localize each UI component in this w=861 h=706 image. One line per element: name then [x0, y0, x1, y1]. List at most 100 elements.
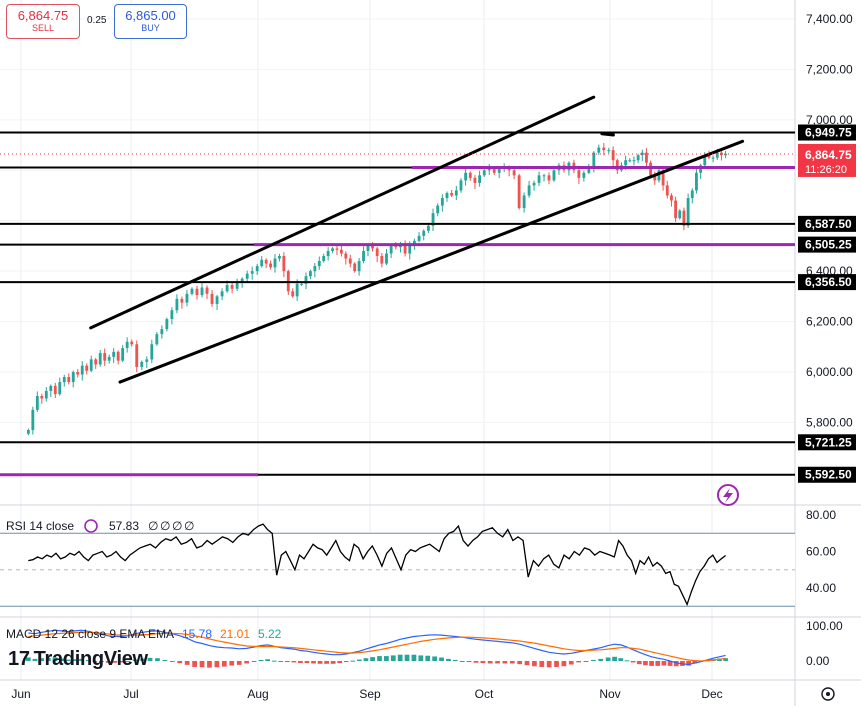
candle-body — [582, 172, 586, 178]
candle-body — [473, 177, 477, 183]
candle-body — [145, 359, 149, 362]
level-tag-label: 6,587.50 — [805, 217, 852, 231]
price-axis-label: 6,200.00 — [806, 315, 853, 329]
time-axis-label: Nov — [599, 687, 620, 701]
price-axis-label: 7,400.00 — [806, 12, 853, 26]
macd-histogram-bar — [99, 661, 104, 663]
macd-histogram-bar — [630, 661, 636, 663]
price-axis-label: 7,200.00 — [806, 62, 853, 76]
candle-body — [250, 271, 254, 274]
macd-histogram-bar — [105, 661, 111, 663]
brand-name: TradingView — [33, 648, 148, 670]
macd-histogram-bar — [624, 660, 630, 662]
candle-body — [497, 169, 501, 173]
candle-body — [724, 153, 728, 156]
macd-axis-label: 100.00 — [806, 619, 843, 633]
candle-body — [67, 377, 71, 383]
candle-body — [389, 245, 393, 254]
macd-histogram-bar — [692, 661, 698, 664]
macd-histogram-bar — [343, 661, 349, 663]
candle-body — [89, 359, 93, 371]
macd-histogram-bar — [404, 654, 410, 661]
macd-histogram-bar — [667, 661, 673, 666]
candle-body — [220, 291, 224, 297]
macd-histogram-bar — [502, 661, 508, 664]
candle-body — [711, 157, 715, 159]
rsi-legend-title: RSI 14 close — [6, 519, 74, 533]
candle-body — [592, 152, 596, 168]
candle-body — [135, 344, 139, 367]
candle-body — [482, 170, 486, 176]
candle-body — [607, 150, 611, 152]
spread-value: 0.25 — [87, 15, 107, 26]
candle-body — [542, 175, 546, 177]
candle-body — [602, 147, 606, 151]
macd-histogram-bar — [591, 659, 596, 661]
candle-body — [492, 167, 496, 173]
macd-histogram-bar — [432, 656, 438, 661]
candle-body — [121, 348, 125, 361]
time-axis-label: Oct — [475, 687, 494, 701]
candle-body — [31, 409, 35, 430]
candle-body — [240, 278, 244, 283]
candle-body — [517, 175, 521, 209]
level-tag-label: 6,949.75 — [805, 126, 852, 140]
candle-body — [653, 175, 657, 181]
candle-body — [107, 356, 111, 361]
rsi-legend-value: 57.83 — [109, 519, 139, 533]
macd-legend-title: MACD 12 26 close 9 EMA EMA — [6, 627, 174, 641]
candle-body — [454, 190, 458, 196]
candle-body — [130, 341, 134, 345]
candle-body — [375, 248, 379, 257]
macd-histogram-bar — [214, 661, 220, 668]
sell-button[interactable]: 6,864.75 SELL — [6, 4, 80, 39]
macd-histogram-bar — [495, 661, 500, 664]
candle-body — [661, 170, 665, 186]
candle-body — [125, 341, 129, 349]
candle-body — [665, 185, 669, 196]
candle-body — [459, 180, 463, 191]
candle-body — [674, 200, 678, 219]
candle-body — [85, 365, 89, 371]
candle-body — [335, 248, 339, 250]
rsi-axis-label: 60.00 — [806, 545, 836, 559]
tradingview-logo: 17 TradingView — [8, 648, 148, 671]
macd-histogram-bar — [284, 661, 290, 663]
rsi-legend-extra: ∅ — [160, 519, 170, 533]
macd-histogram-bar — [140, 658, 145, 661]
macd-histogram-bar — [192, 661, 197, 667]
macd-histogram-bar — [618, 658, 624, 661]
macd-legend-value: 15.78 — [182, 627, 212, 641]
buy-button[interactable]: 6,865.00 BUY — [114, 4, 187, 39]
macd-histogram-bar — [377, 656, 382, 661]
candle-body — [278, 256, 281, 259]
candle-body — [678, 210, 682, 219]
price-axis-label: 5,800.00 — [806, 415, 853, 429]
candle-body — [103, 353, 107, 361]
macd-histogram-bar — [524, 661, 530, 666]
level-tag — [798, 124, 856, 141]
candle-body — [445, 192, 449, 199]
candle-body — [522, 195, 526, 209]
macd-histogram-bar — [561, 661, 567, 667]
level-tag-label: 6,505.25 — [805, 238, 852, 252]
rsi-settings-icon — [84, 519, 98, 533]
candle-body — [245, 273, 249, 279]
macd-histogram-bar — [643, 661, 648, 666]
candle-body — [339, 249, 343, 254]
macd-histogram-bar — [723, 658, 728, 661]
macd-histogram-bar — [25, 657, 31, 661]
macd-histogram-bar — [466, 661, 472, 663]
macd-histogram-bar — [655, 661, 661, 666]
candle-body — [49, 385, 53, 391]
macd-histogram-bar — [119, 661, 124, 663]
candle-body — [170, 310, 174, 320]
candle-body — [326, 250, 330, 257]
macd-histogram-bar — [147, 657, 153, 661]
macd-histogram-bar — [517, 661, 523, 665]
candle-body — [282, 256, 286, 272]
candle-body — [417, 235, 421, 241]
candle-body — [645, 152, 648, 163]
candle-body — [577, 170, 581, 178]
